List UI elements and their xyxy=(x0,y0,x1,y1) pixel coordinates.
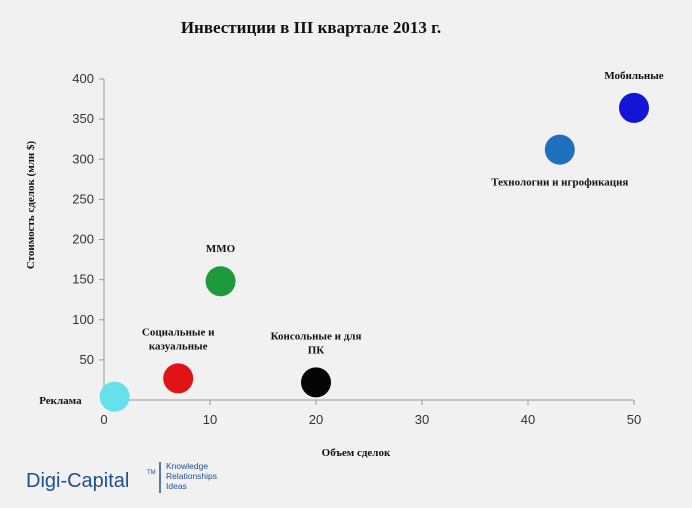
point-label-2: ММО xyxy=(206,243,236,255)
logo-tagline-2: Relationships xyxy=(166,471,217,481)
point-label-3: ПК xyxy=(308,344,325,356)
x-tick-label: 20 xyxy=(309,412,323,427)
data-points xyxy=(99,92,649,412)
y-axis-label: Стоимость сделок (млн $) xyxy=(25,141,37,270)
x-tick-label: 0 xyxy=(100,412,107,427)
y-tick-label: 300 xyxy=(72,151,94,166)
data-point-5 xyxy=(619,92,649,123)
data-point-0 xyxy=(99,381,130,412)
point-label-4: Технологии и игрофикация xyxy=(491,177,628,189)
point-label-5: Мобильные xyxy=(604,70,663,82)
y-tick-label: 50 xyxy=(80,352,94,367)
y-tick-label: 150 xyxy=(72,272,94,287)
logo-tm: TM xyxy=(147,470,156,476)
point-label-0: Реклама xyxy=(39,395,82,407)
digi-capital-logo: Digi-Capital TM Knowledge Relationships … xyxy=(26,461,217,493)
logo-name: Digi-Capital xyxy=(26,470,129,492)
x-tick-label: 40 xyxy=(521,412,535,427)
point-label-3: Консольные и для xyxy=(271,330,362,342)
data-point-3 xyxy=(301,367,331,398)
x-tick-label: 30 xyxy=(415,412,429,427)
x-tick-label: 50 xyxy=(627,412,641,427)
x-tick-label: 10 xyxy=(203,412,217,427)
logo-tagline-1: Knowledge xyxy=(166,461,208,471)
chart-title: Инвестиции в III квартале 2013 г. xyxy=(181,18,441,37)
y-tick-label: 400 xyxy=(72,71,94,86)
y-tick-label: 250 xyxy=(72,191,94,206)
point-label-1: Социальные и xyxy=(142,326,215,338)
data-point-4 xyxy=(544,134,575,165)
x-axis-label: Объем сделок xyxy=(322,447,391,459)
y-tick-label: 350 xyxy=(72,111,94,126)
tick-labels: 50 100 150 200 250 300 350 400 0 10 20 30 40 50 xyxy=(72,71,641,427)
y-tick-label: 100 xyxy=(72,312,94,327)
data-point-2 xyxy=(205,266,236,297)
point-label-1: казуальные xyxy=(149,340,208,352)
data-point-1 xyxy=(163,363,194,394)
axes xyxy=(99,78,635,405)
point-labels: Реклама Социальные и казуальные ММО Консольн… xyxy=(39,70,664,407)
y-tick-label: 200 xyxy=(72,232,94,247)
logo-tagline-3: Ideas xyxy=(166,481,187,491)
